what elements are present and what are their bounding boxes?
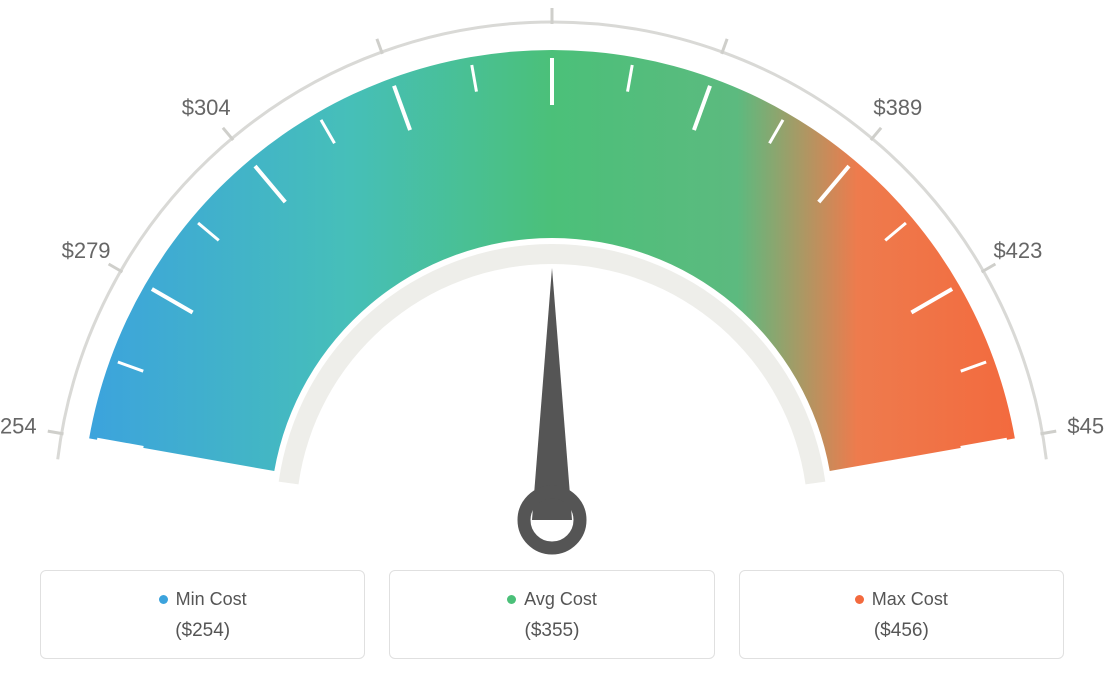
legend-row: Min Cost ($254) Avg Cost ($355) Max Cost… — [0, 570, 1104, 659]
legend-label-max: Max Cost — [872, 589, 948, 610]
gauge-tick-label: $254 — [0, 414, 37, 439]
legend-value-min: ($254) — [53, 620, 352, 642]
legend-card-max: Max Cost ($456) — [739, 570, 1064, 659]
legend-title-min: Min Cost — [159, 589, 247, 610]
legend-dot-avg — [507, 595, 516, 604]
gauge-needle — [532, 268, 572, 520]
legend-dot-min — [159, 595, 168, 604]
legend-card-avg: Avg Cost ($355) — [389, 570, 714, 659]
legend-label-min: Min Cost — [176, 589, 247, 610]
legend-value-avg: ($355) — [402, 620, 701, 642]
legend-title-max: Max Cost — [855, 589, 948, 610]
gauge-tick-label: $423 — [993, 238, 1042, 263]
gauge-tick-label: $456 — [1067, 414, 1104, 439]
legend-card-min: Min Cost ($254) — [40, 570, 365, 659]
gauge-tick-label: $304 — [182, 95, 231, 120]
legend-title-avg: Avg Cost — [507, 589, 597, 610]
gauge-svg: $254$279$304$355$389$423$456 — [0, 0, 1104, 560]
legend-value-max: ($456) — [752, 620, 1051, 642]
cost-gauge-chart: $254$279$304$355$389$423$456 — [0, 0, 1104, 560]
legend-label-avg: Avg Cost — [524, 589, 597, 610]
gauge-tick-label: $389 — [873, 95, 922, 120]
gauge-tick-label: $279 — [62, 238, 111, 263]
legend-dot-max — [855, 595, 864, 604]
